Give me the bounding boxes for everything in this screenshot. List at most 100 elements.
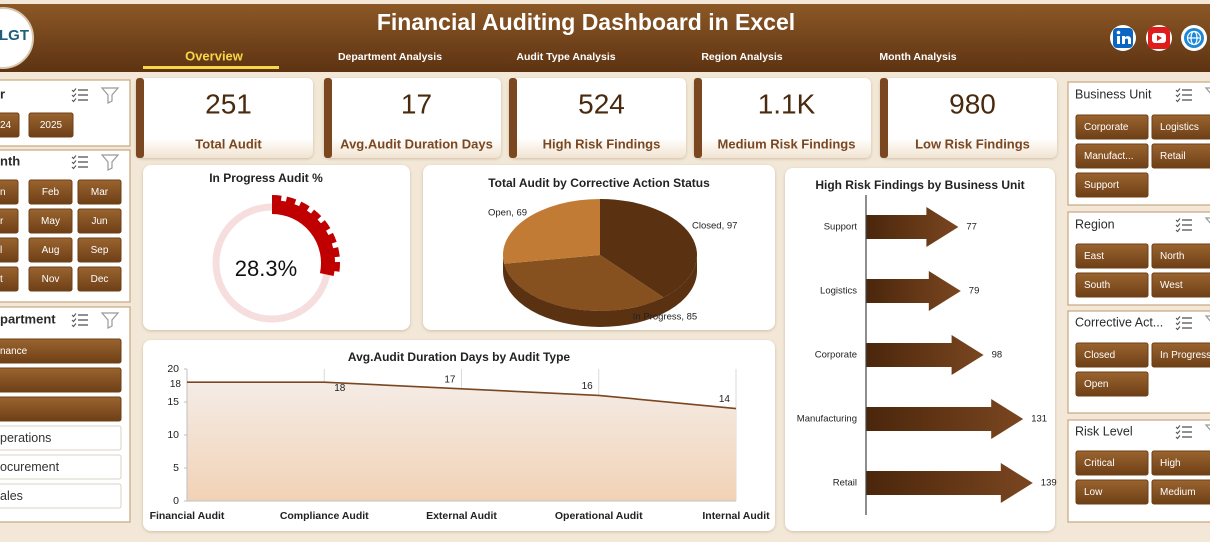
slicer-item[interactable]: May xyxy=(28,208,73,234)
slicer-button[interactable] xyxy=(1075,172,1149,198)
slicer-button[interactable] xyxy=(1075,342,1149,368)
slicer-item[interactable]: ocurement xyxy=(0,454,122,480)
slicer-button[interactable] xyxy=(1151,272,1210,298)
slicer-item-label[interactable]: Nov xyxy=(42,274,60,285)
clear-filter-icon[interactable] xyxy=(100,312,120,329)
slicer-item-label[interactable]: Medium xyxy=(1160,487,1196,498)
multiselect-icon[interactable] xyxy=(1175,218,1181,233)
slicer-item-label[interactable]: Sep xyxy=(91,245,109,256)
nav-tab-label[interactable]: Region Analysis xyxy=(701,51,782,63)
slicer-item[interactable]: Open xyxy=(1075,371,1149,397)
nav-tab[interactable]: Department Analysis xyxy=(338,51,442,63)
slicer-item-label[interactable]: In Progress xyxy=(1160,350,1210,361)
slicer-item[interactable]: Sep xyxy=(77,237,122,263)
slicer-item[interactable]: West xyxy=(1151,272,1210,298)
slicer-item-label[interactable]: Low xyxy=(1084,487,1103,498)
multiselect-icon[interactable] xyxy=(1175,88,1181,103)
slicer-button[interactable] xyxy=(0,179,19,205)
slicer-button[interactable] xyxy=(77,266,122,292)
slicer-item-label[interactable]: East xyxy=(1084,251,1104,262)
slicer-item-label[interactable]: ocurement xyxy=(0,460,60,474)
slicer-button[interactable] xyxy=(0,483,122,509)
slicer-item[interactable] xyxy=(0,396,122,422)
slicer-button[interactable] xyxy=(1075,272,1149,298)
slicer-button[interactable] xyxy=(0,112,20,138)
slicer-item-label[interactable]: Jun xyxy=(91,216,107,227)
slicer-item-label[interactable]: May xyxy=(41,216,60,227)
slicer-item[interactable]: Mar xyxy=(77,179,122,205)
slicer-button[interactable] xyxy=(77,208,122,234)
slicer-item[interactable]: Dec xyxy=(77,266,122,292)
slicer-item[interactable]: perations xyxy=(0,425,122,451)
nav-tab-label[interactable]: Department Analysis xyxy=(338,51,442,63)
slicer-item-label[interactable]: Critical xyxy=(1084,458,1115,469)
slicer-button[interactable] xyxy=(1151,114,1210,140)
slicer-item[interactable]: Retail xyxy=(1151,143,1210,169)
slicer-button[interactable] xyxy=(1075,243,1149,269)
slicer-item[interactable]: Support xyxy=(1075,172,1149,198)
slicer-item-label[interactable]: Closed xyxy=(1084,350,1115,361)
slicer-item[interactable]: Logistics xyxy=(1151,114,1210,140)
slicer-button[interactable] xyxy=(1075,450,1149,476)
slicer-button[interactable] xyxy=(1151,342,1210,368)
slicer-button[interactable] xyxy=(0,425,122,451)
slicer-item-label[interactable]: South xyxy=(1084,280,1110,291)
slicer-button[interactable] xyxy=(28,112,74,138)
slicer-button[interactable] xyxy=(1151,479,1210,505)
slicer-item-label[interactable]: Corporate xyxy=(1084,122,1129,133)
slicer-item-label[interactable]: Mar xyxy=(91,187,109,198)
slicer-item[interactable]: Corporate xyxy=(1075,114,1149,140)
youtube-icon[interactable] xyxy=(1146,25,1172,51)
slicer-button[interactable] xyxy=(0,208,19,234)
website-icon[interactable] xyxy=(1181,25,1207,51)
slicer-item-label[interactable]: Open xyxy=(1084,379,1108,390)
slicer-item-label[interactable]: n xyxy=(0,187,6,198)
slicer-item-label[interactable]: r xyxy=(0,216,4,227)
slicer-item-label[interactable]: perations xyxy=(0,431,51,445)
slicer-button[interactable] xyxy=(0,338,122,364)
slicer-item[interactable]: South xyxy=(1075,272,1149,298)
slicer-button[interactable] xyxy=(0,266,19,292)
slicer-item-label[interactable]: Retail xyxy=(1160,151,1186,162)
slicer-item-label[interactable]: Feb xyxy=(42,187,60,198)
slicer-item-label[interactable]: l xyxy=(0,245,2,256)
slicer-item[interactable]: High xyxy=(1151,450,1210,476)
slicer-button[interactable] xyxy=(1075,143,1149,169)
slicer-button[interactable] xyxy=(77,179,122,205)
clear-filter-icon[interactable] xyxy=(100,154,120,171)
slicer-item-label[interactable]: West xyxy=(1160,280,1183,291)
slicer-item-label[interactable]: Manufact... xyxy=(1084,151,1133,162)
slicer-item[interactable]: Low xyxy=(1075,479,1149,505)
slicer-item[interactable]: Feb xyxy=(28,179,73,205)
slicer-button[interactable] xyxy=(0,454,122,480)
slicer-item-label[interactable]: Aug xyxy=(42,245,60,256)
slicer-item[interactable]: Critical xyxy=(1075,450,1149,476)
slicer-item[interactable]: Medium xyxy=(1151,479,1210,505)
clear-filter-icon[interactable] xyxy=(100,87,120,104)
slicer-item-label[interactable]: Support xyxy=(1084,180,1119,191)
multiselect-icon[interactable] xyxy=(1175,425,1181,440)
slicer-button[interactable] xyxy=(1151,450,1210,476)
multiselect-icon[interactable] xyxy=(1175,316,1181,331)
slicer-item-label[interactable]: High xyxy=(1160,458,1181,469)
slicer-item-label[interactable]: North xyxy=(1160,251,1184,262)
slicer-button[interactable] xyxy=(28,208,73,234)
slicer-item-label[interactable]: Dec xyxy=(91,274,109,285)
slicer-item-label[interactable]: 24 xyxy=(0,120,12,131)
slicer-item[interactable]: 24 xyxy=(0,112,20,138)
slicer-item[interactable]: ales xyxy=(0,483,122,509)
slicer-item[interactable]: Nov xyxy=(28,266,73,292)
slicer-item[interactable]: Manufact... xyxy=(1075,143,1149,169)
slicer-item[interactable]: Closed xyxy=(1075,342,1149,368)
slicer-button[interactable] xyxy=(0,237,19,263)
multiselect-icon[interactable] xyxy=(71,88,77,103)
linkedin-icon[interactable] xyxy=(1110,25,1136,51)
slicer-item[interactable]: In Progress xyxy=(1151,342,1210,368)
slicer-item[interactable]: l xyxy=(0,237,19,263)
slicer-item[interactable]: Aug xyxy=(28,237,73,263)
slicer-button[interactable] xyxy=(0,396,122,422)
slicer-item-label[interactable]: ales xyxy=(0,489,23,503)
slicer-item[interactable]: nance xyxy=(0,338,122,364)
slicer-button[interactable] xyxy=(1075,479,1149,505)
slicer-item[interactable]: 2025 xyxy=(28,112,74,138)
